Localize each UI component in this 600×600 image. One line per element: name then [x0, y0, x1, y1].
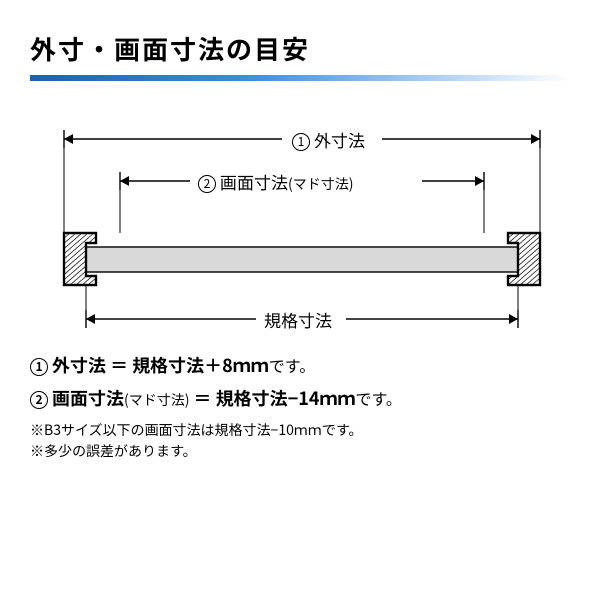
page-title: 外寸・画面寸法の目安	[30, 30, 570, 67]
standard-dim-label: 規格寸法	[264, 307, 332, 332]
legend-1-num: 1	[30, 358, 48, 376]
title-divider	[30, 75, 570, 81]
legend-block: 1外寸法 ＝ 規格寸法＋8ｍｍです。 2画面寸法(マド寸法) ＝ 規格寸法−14…	[30, 349, 570, 416]
legend-line-2: 2画面寸法(マド寸法) ＝ 規格寸法−14ｍｍです。	[30, 382, 570, 415]
notes-block: ※B3サイズ以下の画面寸法は規格寸法−10ｍｍです。 ※多少の誤差があります。	[30, 420, 570, 462]
outer-dim-label: 1外寸法	[292, 127, 365, 152]
outer-dim-num: 1	[292, 133, 310, 151]
legend-line-1: 1外寸法 ＝ 規格寸法＋8ｍｍです。	[30, 349, 570, 382]
note-2: ※多少の誤差があります。	[30, 441, 570, 462]
screen-dim-label: 2画面寸法(マド寸法)	[198, 169, 353, 194]
screen-dim-num: 2	[198, 175, 216, 193]
dimension-diagram: 1外寸法 2画面寸法(マド寸法) 規格寸法	[30, 117, 570, 337]
note-1: ※B3サイズ以下の画面寸法は規格寸法−10ｍｍです。	[30, 420, 570, 441]
legend-2-num: 2	[30, 391, 48, 409]
